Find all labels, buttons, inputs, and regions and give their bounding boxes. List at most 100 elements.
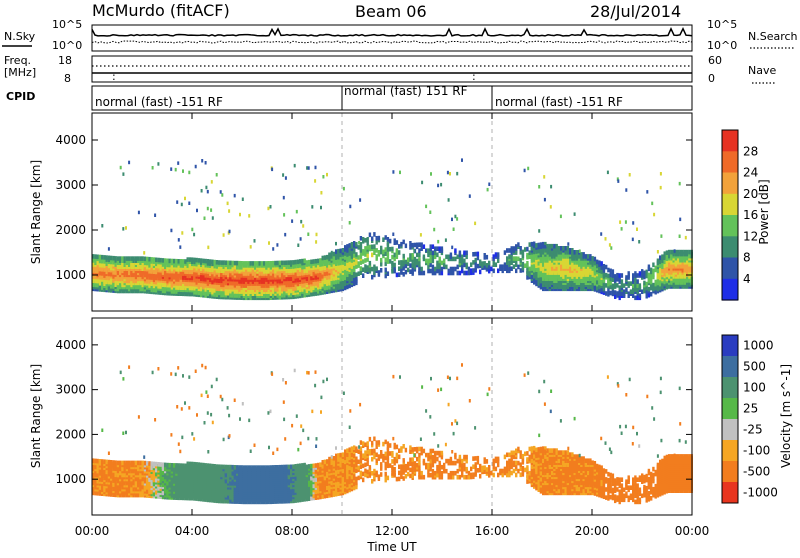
data-cell: [291, 219, 293, 223]
data-cell: [527, 167, 529, 171]
data-cell: [436, 261, 438, 266]
data-cell: [229, 465, 231, 470]
data-cell: [636, 228, 638, 232]
data-cell: [400, 242, 402, 247]
data-cell: [634, 281, 636, 286]
data-cell: [317, 259, 319, 264]
data-cell: [276, 243, 278, 247]
data-cell: [200, 463, 202, 468]
data-cell: [610, 273, 612, 278]
data-cell: [641, 273, 643, 278]
y-tick-label: 1000: [55, 268, 86, 282]
data-cell: [616, 283, 618, 288]
data-cell: [212, 216, 214, 220]
data-cell: [432, 251, 434, 256]
data-cell: [650, 268, 652, 273]
data-cell: [421, 271, 423, 276]
data-cell: [526, 247, 528, 252]
data-cell: [520, 258, 522, 263]
data-cell: [412, 253, 414, 258]
data-cell: [605, 283, 607, 288]
data-cell: [387, 237, 389, 242]
data-cell: [558, 246, 560, 251]
data-cell: [427, 259, 429, 264]
data-cell: [139, 256, 141, 261]
data-cell: [103, 459, 105, 464]
data-cell: [639, 283, 641, 288]
data-cell: [437, 184, 439, 188]
data-cell: [362, 273, 364, 278]
data-cell: [387, 241, 389, 246]
data-cell: [436, 253, 438, 258]
data-cell: [200, 258, 202, 263]
data-cell: [609, 243, 611, 247]
data-cell: [447, 171, 449, 175]
cpid-label: CPID: [6, 90, 35, 103]
data-cell: [433, 228, 435, 232]
data-cell: [646, 286, 648, 291]
data-cell: [283, 196, 285, 200]
freq-marker-1: :: [112, 70, 116, 83]
data-cell: [479, 260, 481, 265]
data-cell: [543, 175, 545, 179]
data-cell: [454, 267, 456, 272]
data-cell: [396, 248, 398, 253]
data-cell: [94, 254, 96, 259]
data-cell: [684, 250, 686, 255]
data-cell: [225, 260, 227, 265]
data-cell: [653, 213, 655, 217]
data-cell: [160, 258, 162, 263]
data-cell: [610, 277, 612, 282]
data-cell: [470, 262, 472, 267]
data-cell: [475, 252, 477, 257]
data-cell: [625, 275, 627, 280]
data-cell: [529, 267, 531, 272]
data-cell: [603, 264, 605, 269]
data-cell: [115, 256, 117, 261]
data-cell: [373, 271, 375, 276]
data-cell: [474, 222, 476, 226]
data-cell: [515, 260, 517, 265]
data-cell: [646, 190, 648, 194]
data-cell: [122, 227, 124, 231]
data-cell: [403, 272, 405, 277]
data-cell: [99, 255, 101, 260]
data-cell: [380, 246, 382, 251]
data-cell: [639, 293, 641, 298]
data-cell: [355, 264, 357, 269]
data-cell: [463, 259, 465, 264]
data-cell: [182, 463, 184, 468]
data-cell: [180, 259, 182, 264]
data-cell: [484, 253, 486, 258]
data-cell: [328, 253, 330, 258]
data-cell: [196, 258, 198, 263]
data-cell: [239, 213, 241, 217]
data-cell: [526, 261, 528, 266]
data-cell: [202, 259, 204, 264]
data-cell: [247, 261, 249, 266]
data-cell: [407, 262, 409, 267]
data-cell: [436, 269, 438, 274]
data-cell: [324, 255, 326, 260]
data-cell: [97, 255, 99, 260]
data-cell: [292, 260, 294, 265]
data-cell: [254, 239, 256, 243]
data-cell: [184, 259, 186, 264]
data-cell: [612, 277, 614, 282]
data-cell: [648, 287, 650, 292]
data-cell: [205, 186, 207, 190]
data-cell: [236, 261, 238, 266]
data-cell: [522, 262, 524, 267]
data-cell: [144, 257, 146, 262]
data-cell: [679, 250, 681, 255]
nave-tick-bottom: 0: [708, 72, 715, 85]
data-cell: [495, 252, 497, 257]
nsky-tick-top: 10^5: [52, 18, 82, 31]
data-cell: [218, 464, 220, 469]
data-cell: [594, 257, 596, 262]
data-cell: [605, 291, 607, 296]
data-cell: [421, 242, 423, 247]
data-cell: [130, 461, 132, 466]
